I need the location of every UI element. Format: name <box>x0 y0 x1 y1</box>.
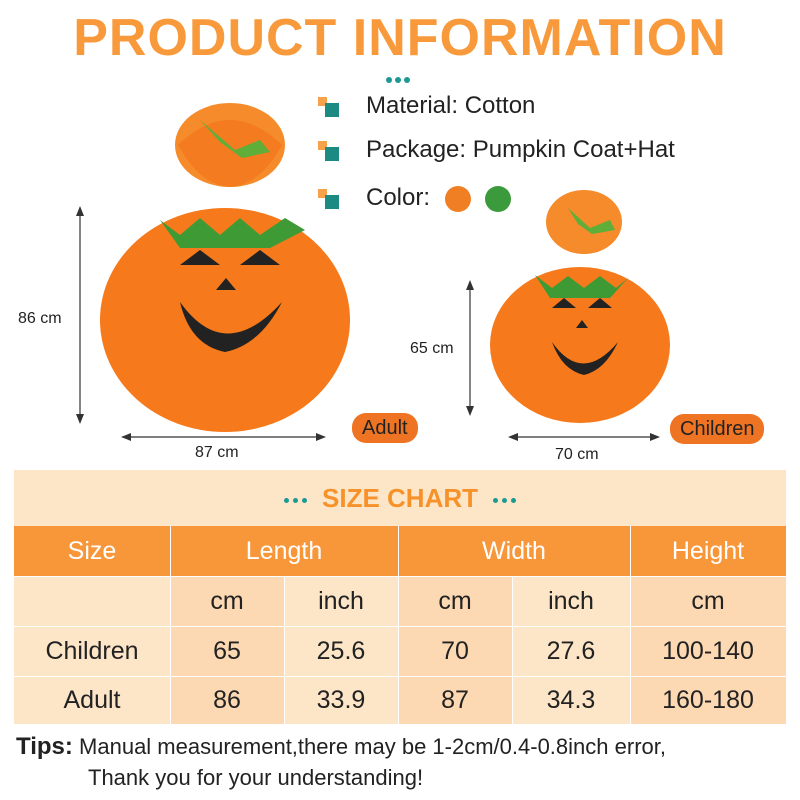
table-cell: 100-140 <box>630 626 786 676</box>
header-height: Height <box>630 526 786 576</box>
header-size: Size <box>14 526 170 576</box>
color-swatch-orange <box>444 185 471 212</box>
unit-cell: cm <box>630 576 786 626</box>
tips-line-2: Thank you for your understanding! <box>88 765 424 790</box>
bullet-icon <box>318 189 340 211</box>
children-badge: Children <box>670 414 765 444</box>
table-cell: 65 <box>170 626 284 676</box>
size-chart-title: SIZE CHART <box>322 483 478 513</box>
bullet-icon <box>318 97 340 119</box>
tips-line-1: Manual measurement,there may be 1-2cm/0.… <box>79 734 666 759</box>
header-length: Length <box>170 526 398 576</box>
size-chart-header: SIZE CHART <box>14 470 786 526</box>
adult-badge: Adult <box>352 413 418 443</box>
table-cell: 86 <box>170 676 284 724</box>
children-height-label: 65 cm <box>410 340 454 357</box>
package-text: Package: Pumpkin Coat+Hat <box>366 136 675 163</box>
color-swatch-green <box>485 185 512 212</box>
bullet-icon <box>318 141 340 163</box>
unit-cell: inch <box>284 576 398 626</box>
unit-cell: cm <box>398 576 512 626</box>
color-label: Color: <box>366 184 431 211</box>
table-cell: 34.3 <box>512 676 630 724</box>
children-hat-icon <box>546 190 622 254</box>
table-cell: 160-180 <box>630 676 786 724</box>
tips-label: Tips: <box>16 733 73 760</box>
size-chart: SIZE CHART Size Length Width Height cm i… <box>14 470 786 724</box>
unit-cell: cm <box>170 576 284 626</box>
header-width: Width <box>398 526 630 576</box>
adult-height-label: 86 cm <box>18 310 62 327</box>
adult-width-label: 87 cm <box>195 444 239 461</box>
adult-coat-icon <box>100 208 350 432</box>
table-row-label: Children <box>14 626 170 676</box>
unit-cell: inch <box>512 576 630 626</box>
table-cell: 33.9 <box>284 676 398 724</box>
table-row-label: Adult <box>14 676 170 724</box>
material-text: Material: Cotton <box>366 92 536 119</box>
title-decoration <box>386 70 416 83</box>
table-cell: 25.6 <box>284 626 398 676</box>
table-cell: 87 <box>398 676 512 724</box>
children-coat-icon <box>490 267 670 423</box>
table-cell: 70 <box>398 626 512 676</box>
unit-cell <box>14 576 170 626</box>
children-pumpkin-image <box>466 190 670 441</box>
page-title: PRODUCT INFORMATION <box>73 9 727 67</box>
adult-pumpkin-image <box>76 103 350 441</box>
children-width-label: 70 cm <box>555 446 599 463</box>
table-cell: 27.6 <box>512 626 630 676</box>
adult-hat-icon <box>175 103 285 187</box>
tips-section: Tips: Manual measurement,there may be 1-… <box>16 733 666 790</box>
